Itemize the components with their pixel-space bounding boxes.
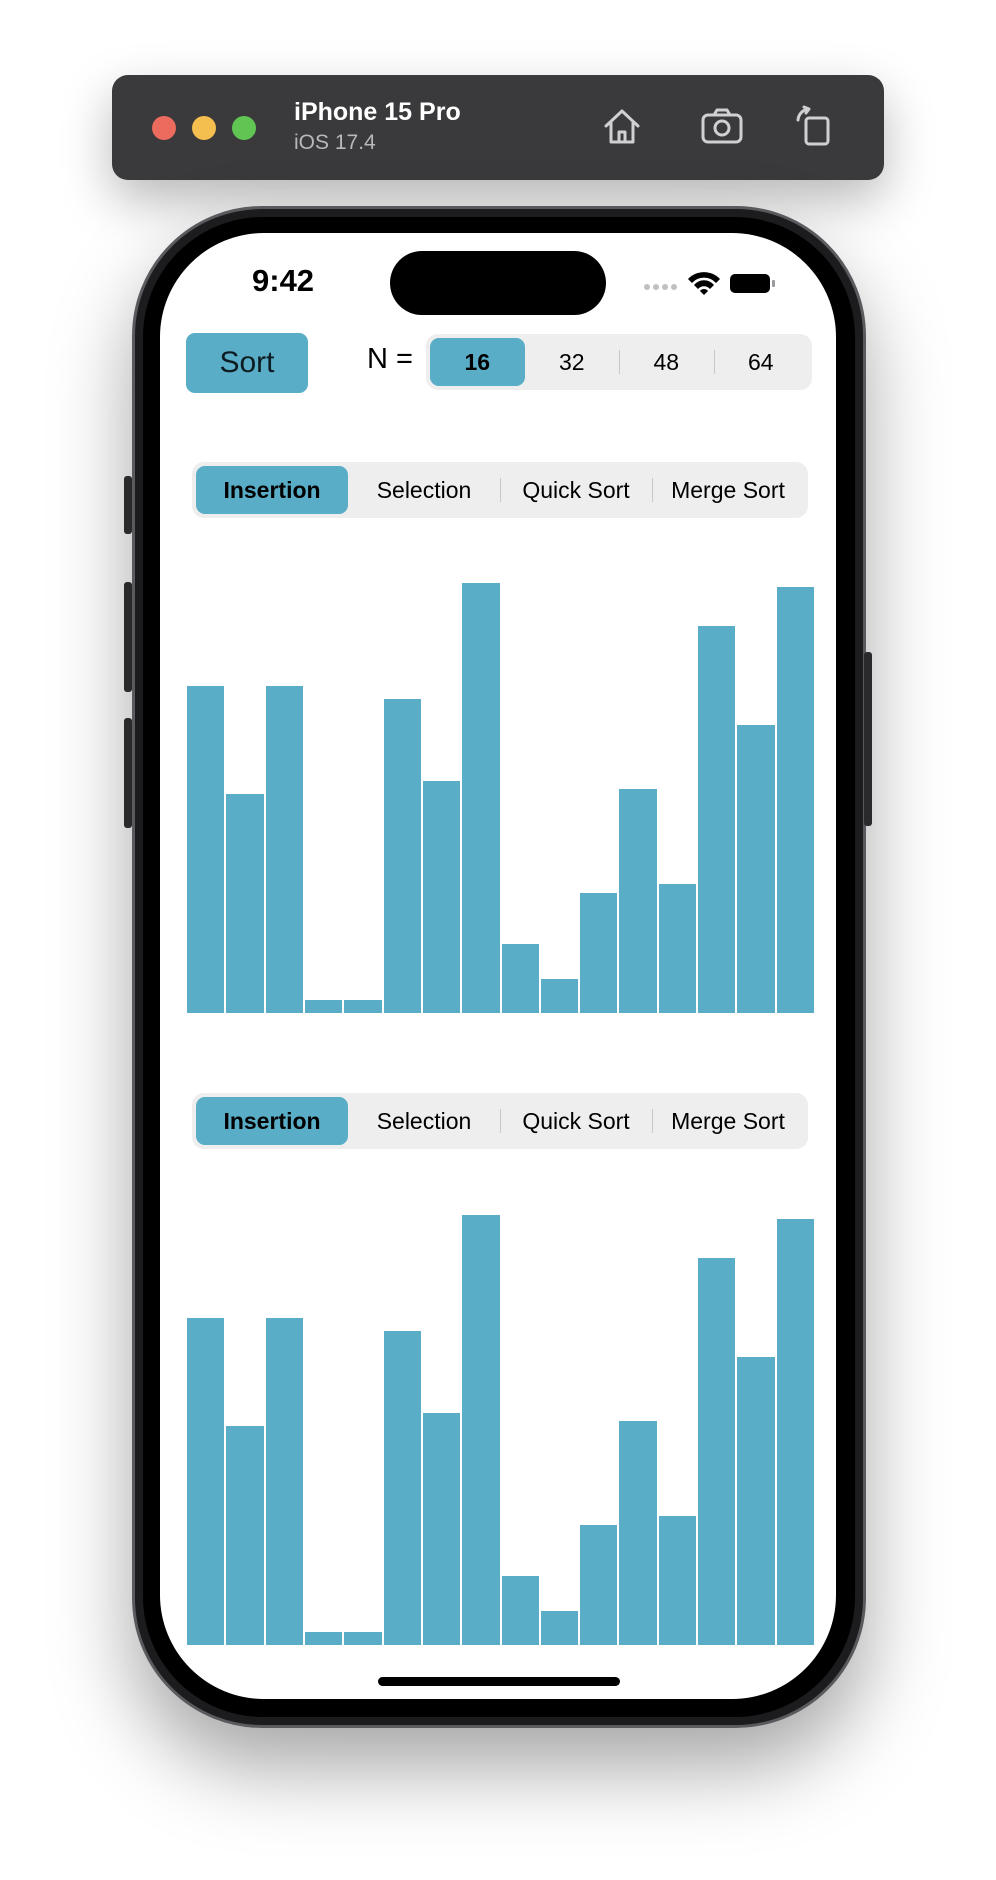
chart-bar xyxy=(776,1219,814,1645)
chart-bar xyxy=(265,686,303,1013)
chart-bar xyxy=(619,1421,657,1645)
chart-bar xyxy=(462,1215,500,1645)
n-option-32[interactable]: 32 xyxy=(558,349,585,375)
chart-bar xyxy=(580,1525,618,1645)
chart-bar xyxy=(344,1000,382,1013)
chart-bar xyxy=(580,893,618,1013)
device-os-version: iOS 17.4 xyxy=(294,131,376,154)
volume-up-button xyxy=(124,582,132,692)
simulator-toolbar xyxy=(112,75,884,180)
chart-bar xyxy=(501,1576,539,1645)
chart-bar xyxy=(540,979,579,1013)
chart-bar xyxy=(776,587,814,1013)
tab-quick-sort[interactable]: Quick Sort xyxy=(500,466,652,514)
dynamic-island xyxy=(390,251,606,315)
chart-bar xyxy=(187,686,225,1013)
chart-bar xyxy=(540,1611,579,1645)
tab-insertion[interactable]: Insertion xyxy=(196,466,348,514)
close-window-button[interactable] xyxy=(152,116,176,140)
algorithm-picker-top: Insertion Selection Quick Sort Merge Sor… xyxy=(192,462,808,518)
chart-bar xyxy=(698,626,736,1013)
wifi-icon xyxy=(688,272,720,295)
chart-bar xyxy=(226,794,264,1013)
n-option-48[interactable]: 48 xyxy=(619,338,714,386)
chart-bar xyxy=(304,1632,343,1645)
chart-bar xyxy=(737,1357,775,1645)
n-option-16[interactable]: 16 xyxy=(430,338,525,386)
n-segmented-control: 16 32 48 64 xyxy=(426,334,812,390)
bar-chart-bottom xyxy=(187,1215,816,1645)
chart-bar xyxy=(501,944,539,1013)
chart-bar xyxy=(462,583,500,1013)
home-indicator[interactable] xyxy=(378,1677,620,1686)
volume-down-button xyxy=(124,718,132,828)
n-option-64[interactable]: 64 xyxy=(713,338,809,386)
chart-bar xyxy=(619,789,657,1013)
bar-chart-top xyxy=(187,583,816,1013)
tab-selection[interactable]: Selection xyxy=(376,477,472,503)
chart-bar xyxy=(658,1516,697,1645)
rotate-icon[interactable] xyxy=(790,102,838,150)
phone-screen: 9:42 Sort N = 16 32 48 xyxy=(160,233,836,1699)
cellular-signal-icon xyxy=(644,284,677,290)
zoom-window-button[interactable] xyxy=(232,116,256,140)
chart-bar xyxy=(658,884,697,1013)
n-label: N = xyxy=(367,343,413,375)
chart-bar xyxy=(226,1426,264,1645)
tab-insertion[interactable]: Insertion xyxy=(196,1097,348,1145)
status-icons xyxy=(640,269,780,297)
chart-bar xyxy=(344,1632,382,1645)
minimize-window-button[interactable] xyxy=(192,116,216,140)
device-name: iPhone 15 Pro xyxy=(294,98,461,126)
algorithm-picker-bottom: Insertion Selection Quick Sort Merge Sor… xyxy=(192,1093,808,1149)
chart-bar xyxy=(383,699,421,1013)
chart-bar xyxy=(698,1258,736,1645)
chart-bar xyxy=(304,1000,343,1013)
chart-bar xyxy=(383,1331,421,1645)
chart-bar xyxy=(422,781,461,1013)
power-button xyxy=(864,652,872,826)
tab-quick-sort[interactable]: Quick Sort xyxy=(500,1097,652,1145)
tab-selection[interactable]: Selection xyxy=(376,1108,472,1134)
battery-icon xyxy=(730,274,775,293)
chart-bar xyxy=(265,1318,303,1645)
action-button xyxy=(124,476,132,534)
home-icon[interactable] xyxy=(598,102,646,150)
chart-bar xyxy=(737,725,775,1013)
tab-merge-sort[interactable]: Merge Sort xyxy=(652,466,804,514)
chart-bar xyxy=(422,1413,461,1645)
status-time: 9:42 xyxy=(252,263,315,298)
tab-merge-sort[interactable]: Merge Sort xyxy=(652,1097,804,1145)
chart-bar xyxy=(187,1318,225,1645)
sort-button[interactable]: Sort xyxy=(186,333,308,393)
screenshot-icon[interactable] xyxy=(698,102,746,150)
